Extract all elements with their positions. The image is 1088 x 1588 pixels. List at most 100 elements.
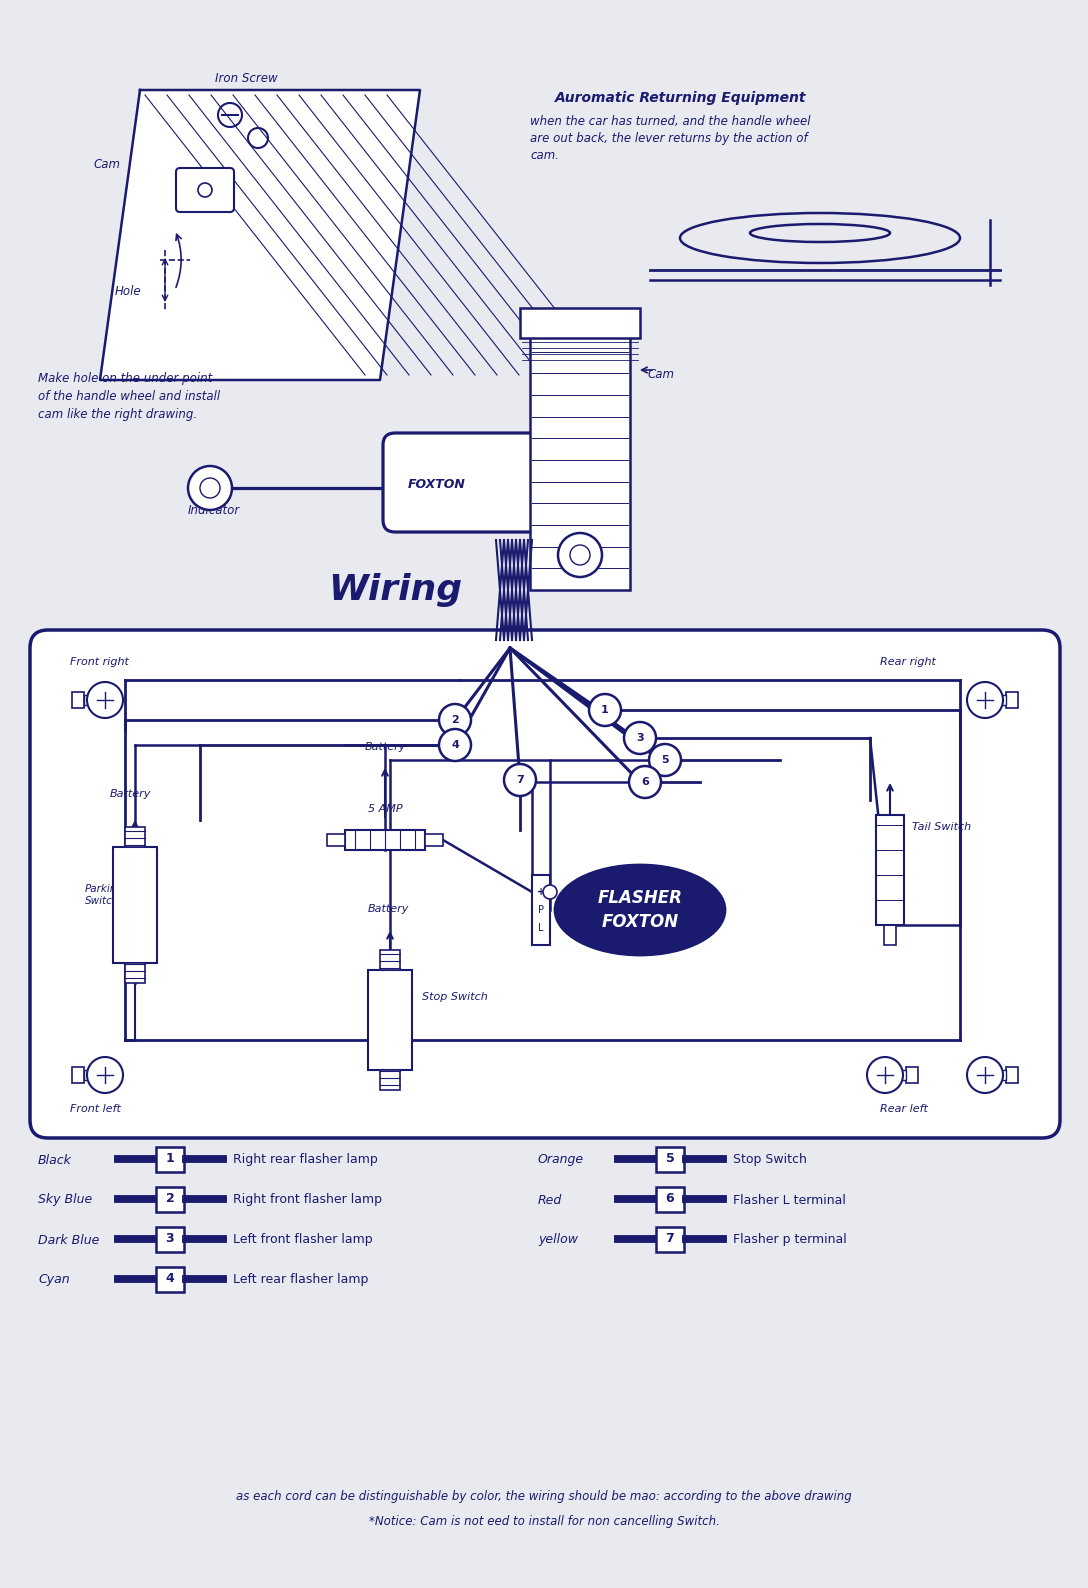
FancyBboxPatch shape [383,434,542,532]
Text: Left front flasher lamp: Left front flasher lamp [233,1234,372,1247]
Text: *Notice: Cam is not eed to install for non cancelling Switch.: *Notice: Cam is not eed to install for n… [369,1515,719,1528]
Bar [906,1067,918,1083]
Text: Battery: Battery [110,789,151,799]
Text: Wiring: Wiring [327,573,462,607]
Circle shape [967,1058,1003,1093]
Circle shape [558,534,602,576]
Text: Front left: Front left [70,1104,121,1115]
Text: Red: Red [537,1194,562,1207]
Text: Battery: Battery [368,904,409,915]
Bar [156,1186,184,1212]
Circle shape [589,694,621,726]
Bar [898,1070,906,1080]
Text: as each cord can be distinguishable by color, the wiring should be mao: accordin: as each cord can be distinguishable by c… [236,1490,852,1502]
Text: Hole: Hole [115,284,141,299]
FancyBboxPatch shape [30,630,1060,1139]
Circle shape [504,764,536,796]
Bar [368,970,412,1070]
Text: Stop Switch: Stop Switch [733,1153,807,1167]
Text: are out back, the lever returns by the action of: are out back, the lever returns by the a… [530,132,807,145]
Text: 4: 4 [165,1272,174,1286]
Text: 5 AMP: 5 AMP [368,804,403,815]
Text: 4: 4 [452,740,459,750]
Text: Tail Switch: Tail Switch [912,823,972,832]
Text: 2: 2 [452,715,459,726]
Text: Flasher p terminal: Flasher p terminal [733,1234,846,1247]
Circle shape [438,729,471,761]
Bar [520,308,640,338]
Text: Black: Black [38,1153,72,1167]
Bar [380,1070,400,1089]
Bar [156,1267,184,1293]
Bar [998,696,1006,705]
Bar [998,1070,1006,1080]
Bar [532,875,551,945]
Bar [72,692,84,708]
Circle shape [967,681,1003,718]
Text: 3: 3 [636,734,644,743]
Bar [72,1067,84,1083]
Text: Cyan: Cyan [38,1274,70,1286]
Text: 5: 5 [662,754,669,765]
Text: Cam: Cam [648,368,675,381]
Text: 6: 6 [641,777,648,788]
Bar [530,330,630,591]
Bar [425,834,443,846]
Circle shape [87,681,123,718]
Bar [876,815,904,924]
Polygon shape [100,91,420,380]
Circle shape [543,885,557,899]
FancyBboxPatch shape [176,168,234,213]
Bar [656,1228,684,1251]
Text: Front right: Front right [70,657,128,667]
Bar [113,846,157,962]
Text: of the handle wheel and install: of the handle wheel and install [38,391,220,403]
Bar [84,1070,92,1080]
Bar [883,924,897,945]
Text: 7: 7 [666,1232,675,1245]
Text: Auromatic Returning Equipment: Auromatic Returning Equipment [555,91,806,105]
Bar [125,827,145,846]
Text: Battery: Battery [364,742,407,753]
Circle shape [625,723,656,754]
Text: Iron Screw: Iron Screw [215,71,277,86]
Circle shape [87,1058,123,1093]
Ellipse shape [555,865,725,954]
Text: Cam: Cam [92,157,120,172]
Circle shape [188,465,232,510]
Bar [125,962,145,983]
Text: 3: 3 [165,1232,174,1245]
Text: Dark Blue: Dark Blue [38,1234,99,1247]
Text: cam like the right drawing.: cam like the right drawing. [38,408,197,421]
Text: Right rear flasher lamp: Right rear flasher lamp [233,1153,378,1167]
Bar [156,1147,184,1172]
Text: P: P [537,905,544,915]
Text: when the car has turned, and the handle wheel: when the car has turned, and the handle … [530,114,811,129]
Text: FLASHER: FLASHER [597,889,682,907]
Bar [345,831,425,850]
Bar [656,1186,684,1212]
Text: Flasher L terminal: Flasher L terminal [733,1194,845,1207]
Bar [1006,692,1018,708]
Text: FOXTON: FOXTON [408,478,466,491]
Text: Stop Switch: Stop Switch [422,992,487,1002]
Text: L: L [539,923,544,934]
Text: cam.: cam. [530,149,559,162]
Text: FOXTON: FOXTON [602,913,679,931]
Text: Indicator: Indicator [188,503,240,518]
Circle shape [867,1058,903,1093]
Text: 5: 5 [666,1153,675,1166]
Circle shape [629,765,662,799]
Bar [656,1147,684,1172]
Text: 2: 2 [165,1193,174,1205]
Bar [327,834,345,846]
Text: Make hole on the under point: Make hole on the under point [38,372,212,384]
Circle shape [438,703,471,735]
Text: 7: 7 [516,775,524,784]
Bar [156,1228,184,1251]
Text: Sky Blue: Sky Blue [38,1194,92,1207]
Bar [84,696,92,705]
Bar [380,950,400,970]
Text: Right front flasher lamp: Right front flasher lamp [233,1194,382,1207]
Text: 1: 1 [165,1153,174,1166]
